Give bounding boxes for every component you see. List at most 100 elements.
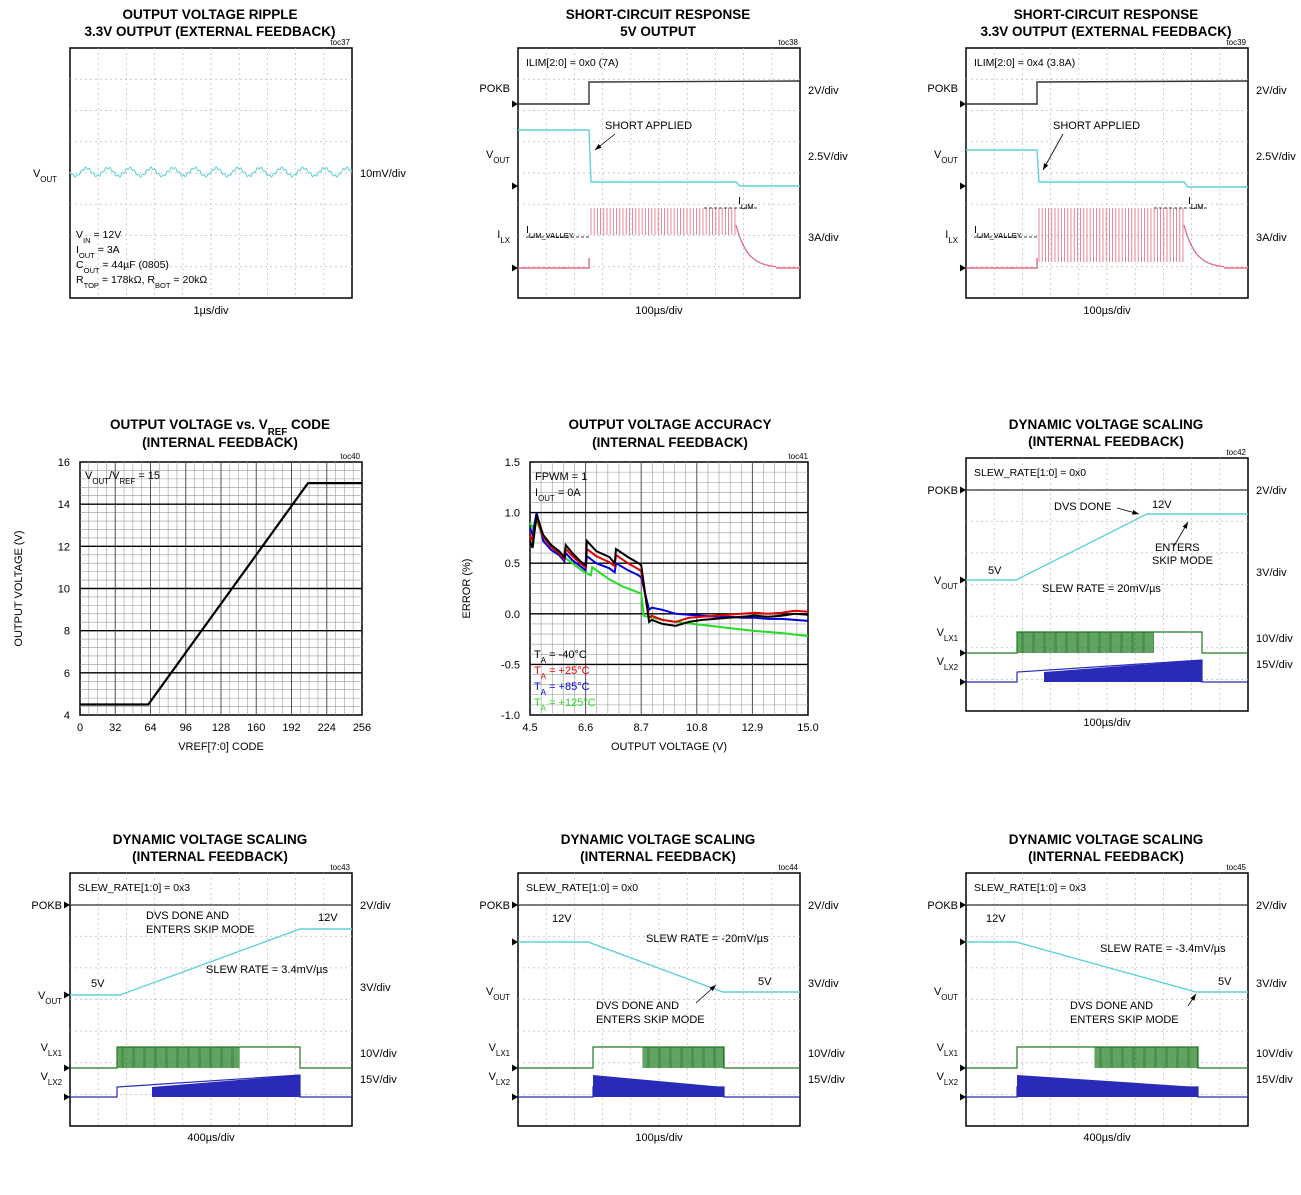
chart-vout-accuracy: OUTPUT VOLTAGE ACCURACY (INTERNAL FEEDBAC…	[448, 410, 868, 780]
vout-trace	[70, 928, 352, 996]
channel-label: POKB	[31, 900, 62, 912]
channel-marker	[960, 486, 966, 494]
scale-label: 3A/div	[1256, 232, 1287, 244]
scale-label: 3V/div	[808, 978, 839, 990]
toc-tag: toc39	[1226, 38, 1246, 47]
ilim-label: ILIM	[738, 195, 754, 211]
scale-label: 2V/div	[1256, 485, 1287, 497]
ilim-setting: ILIM[2:0] = 0x4 (3.8A)	[974, 57, 1075, 69]
panel-title: DYNAMIC VOLTAGE SCALING	[1009, 832, 1204, 847]
condition-label: COUT = 44µF (0805)	[76, 259, 169, 275]
fpwm-label: FPWM = 1	[535, 471, 587, 483]
scale-label: 3A/div	[808, 232, 839, 244]
time-scale-label: 100µs/div	[1083, 305, 1131, 317]
vlx2-switching	[1017, 1075, 1198, 1097]
channel-label: VLX1	[489, 1042, 511, 1058]
toc-tag: toc41	[788, 452, 808, 461]
y-tick-label: 0.0	[505, 609, 520, 621]
annotation-text: 12V	[318, 912, 338, 924]
toc-tag: toc38	[778, 38, 798, 47]
channel-label: VOUT	[934, 986, 958, 1002]
annotation-text: 12V	[986, 913, 1006, 925]
scope-panel-dvs-0x0-down: DYNAMIC VOLTAGE SCALING (INTERNAL FEEDBAC…	[448, 825, 868, 1195]
channel-marker	[512, 1093, 518, 1101]
x-tick-label: 128	[212, 722, 230, 734]
panel-title: (INTERNAL FEEDBACK)	[132, 849, 288, 864]
vout-ripple-trace	[69, 166, 353, 178]
channel-label: VLX1	[937, 1042, 959, 1058]
legend-entry: TA = -40°C	[534, 649, 587, 665]
channel-label: VLX2	[489, 1071, 510, 1087]
ilim-setting: ILIM[2:0] = 0x0 (7A)	[526, 57, 619, 69]
scope-panel-dvs-0x0-up: DYNAMIC VOLTAGE SCALING (INTERNAL FEEDBAC…	[896, 410, 1301, 780]
x-tick-label: 8.7	[634, 722, 649, 734]
y-tick-label: 0.5	[505, 558, 520, 570]
channel-label: POKB	[479, 900, 510, 912]
scale-label: 2.5V/div	[808, 151, 848, 163]
channel-marker	[512, 264, 518, 272]
scale-label: 10V/div	[808, 1048, 845, 1060]
annotation-text: SLEW RATE = -3.4mV/µs	[1100, 943, 1226, 955]
annotation-arrow	[1042, 133, 1064, 171]
scale-label: 2.5V/div	[1256, 151, 1296, 163]
toc-tag: toc43	[330, 863, 350, 872]
plot-frame	[529, 461, 809, 716]
slew-setting: SLEW_RATE[1:0] = 0x0	[526, 882, 638, 894]
annotation-text: SKIP MODE	[1152, 555, 1213, 567]
x-axis-label: VREF[7:0] CODE	[178, 741, 264, 753]
time-scale-label: 1µs/div	[193, 305, 229, 317]
panel-title: SHORT-CIRCUIT RESPONSE	[566, 7, 751, 22]
scale-label: 15V/div	[360, 1074, 397, 1086]
annotation-arrowhead	[1190, 994, 1196, 1001]
scale-label: 2V/div	[1256, 85, 1287, 97]
x-tick-label: 256	[353, 722, 371, 734]
annotation-text: ENTERS	[1155, 542, 1200, 554]
panel-title: DYNAMIC VOLTAGE SCALING	[561, 832, 756, 847]
channel-label: VOUT	[38, 990, 62, 1006]
y-tick-label: 4	[64, 710, 70, 722]
toc-tag: toc45	[1226, 863, 1246, 872]
iout-label: IOUT = 0A	[535, 487, 581, 503]
scale-label: 3V/div	[1256, 567, 1287, 579]
annotation-arrowhead	[1132, 509, 1139, 515]
x-tick-label: 15.0	[797, 722, 818, 734]
panel-title: 3.3V OUTPUT (EXTERNAL FEEDBACK)	[980, 24, 1231, 39]
channel-label: VOUT	[486, 986, 510, 1002]
scale-label: 3V/div	[360, 982, 391, 994]
x-tick-label: 192	[282, 722, 300, 734]
scale-label: 2V/div	[360, 900, 391, 912]
scale-label: 10V/div	[1256, 633, 1293, 645]
legend-entry: TA = +85°C	[534, 681, 590, 697]
toc-tag: toc37	[330, 38, 350, 47]
channel-label: POKB	[927, 485, 958, 497]
ilim-valley-label: ILIM_VALLEY	[526, 224, 574, 240]
condition-label: VIN = 12V	[76, 229, 121, 245]
legend-entry: TA = +125°C	[534, 697, 596, 713]
channel-marker	[960, 576, 966, 584]
vout-trace	[966, 149, 1248, 188]
panel-title: OUTPUT VOLTAGE RIPPLE	[122, 7, 297, 22]
chart-subtitle: (INTERNAL FEEDBACK)	[142, 435, 298, 450]
y-tick-label: 10	[58, 584, 70, 596]
channel-label: VOUT	[486, 149, 510, 165]
x-tick-label: 10.8	[686, 722, 707, 734]
ilx-switching	[590, 208, 736, 235]
scale-label: 2V/div	[808, 85, 839, 97]
ilx-decay-trace	[1183, 224, 1225, 268]
channel-marker	[512, 182, 518, 190]
scale-label: 15V/div	[1256, 1074, 1293, 1086]
y-tick-label: 14	[58, 499, 70, 511]
channel-marker	[960, 100, 966, 108]
scope-panel-short-5v: SHORT-CIRCUIT RESPONSE 5V OUTPUT toc38 ILIM…	[448, 0, 868, 370]
time-scale-label: 100µs/div	[635, 1132, 683, 1144]
condition-label: RTOP = 178kΩ, RBOT = 20kΩ	[76, 274, 207, 290]
condition-label: IOUT = 3A	[76, 244, 120, 260]
time-scale-label: 100µs/div	[635, 305, 683, 317]
panel-title: SHORT-CIRCUIT RESPONSE	[1014, 7, 1199, 22]
x-tick-label: 6.6	[578, 722, 593, 734]
x-tick-label: 32	[109, 722, 121, 734]
vlx1-switching	[1094, 1047, 1198, 1068]
ilx-trace	[966, 258, 1038, 269]
channel-marker	[512, 938, 518, 946]
annotation-text: 5V	[758, 976, 772, 988]
